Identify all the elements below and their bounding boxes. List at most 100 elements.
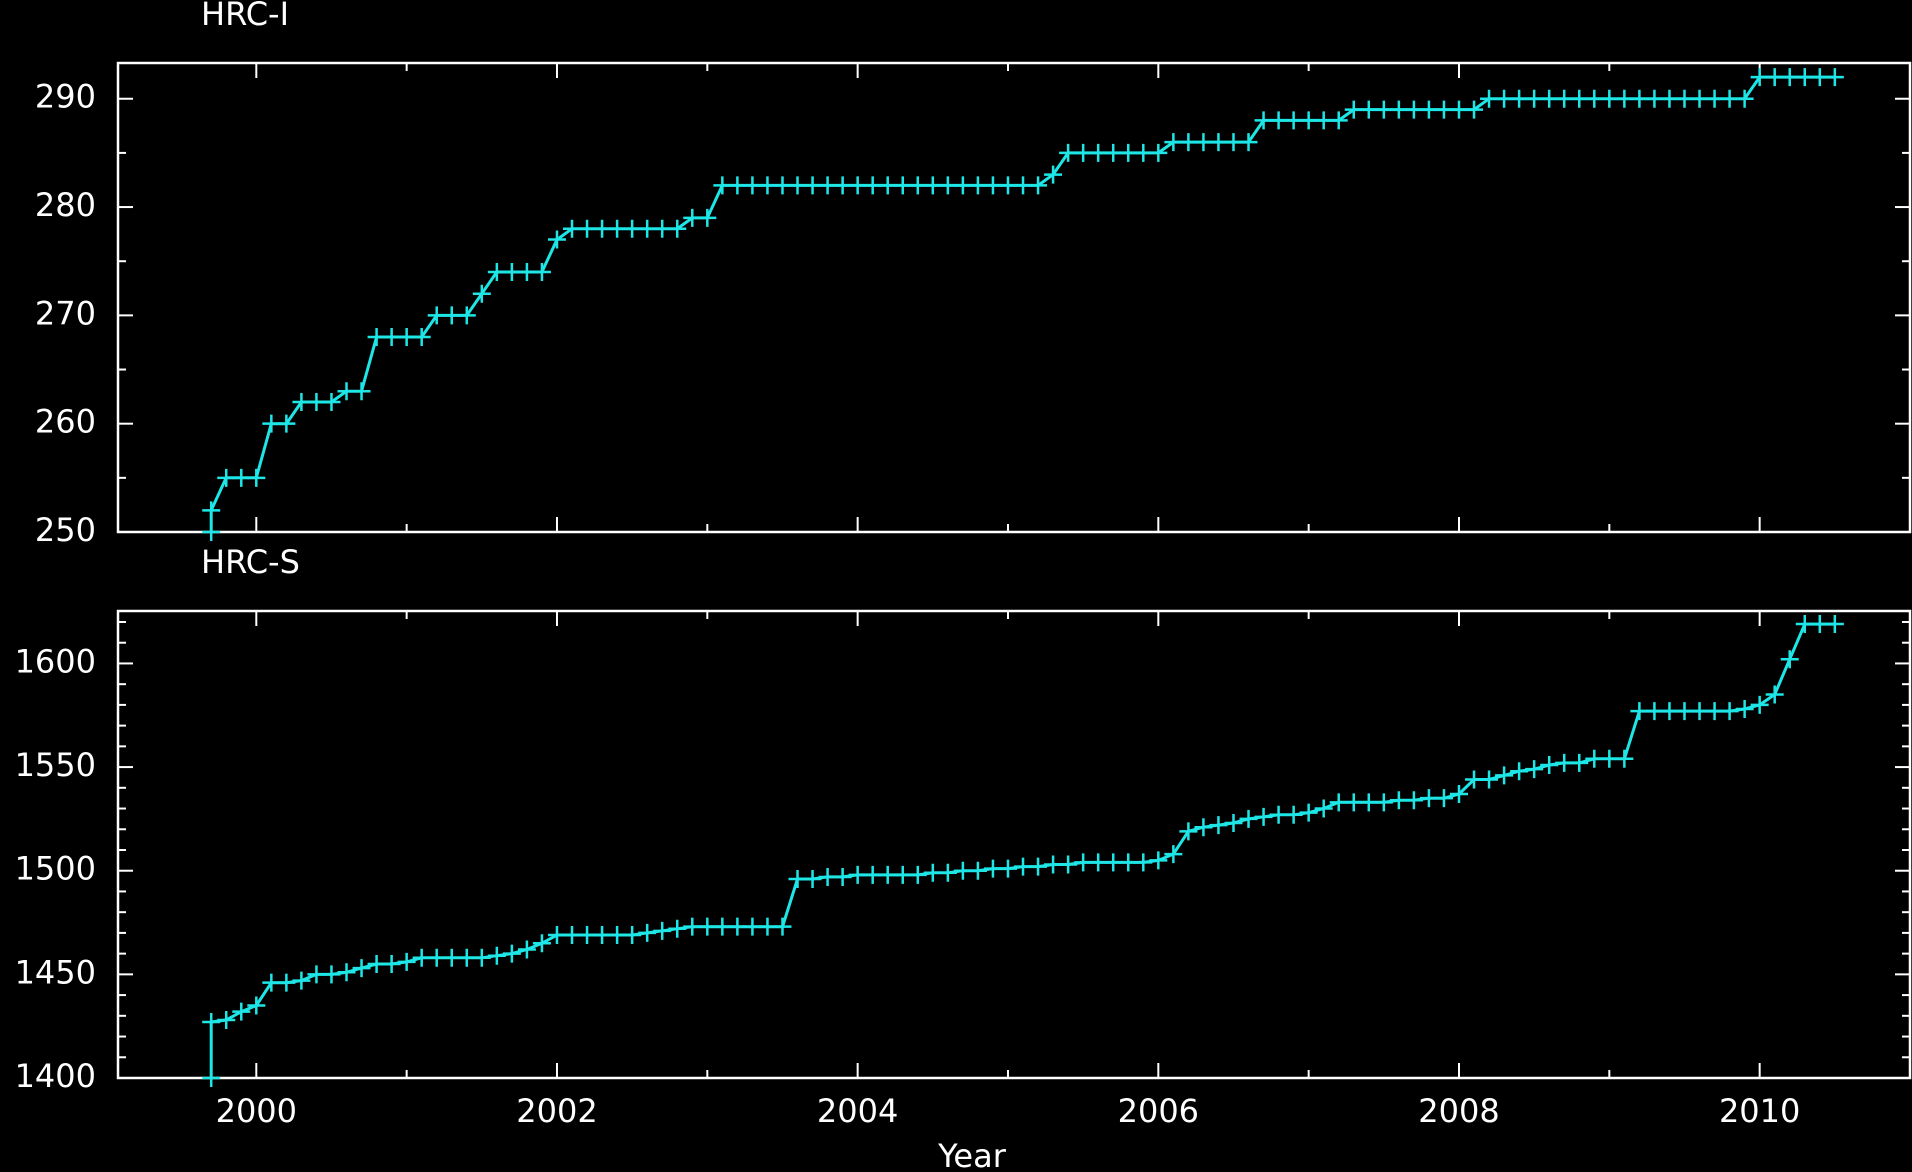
data-point bbox=[1329, 111, 1348, 130]
data-point bbox=[1660, 702, 1679, 721]
data-point bbox=[1600, 89, 1619, 108]
data-point bbox=[1299, 803, 1318, 822]
data-point bbox=[1825, 68, 1844, 87]
data-point bbox=[1465, 770, 1484, 789]
data-point bbox=[668, 919, 687, 938]
data-point bbox=[968, 861, 987, 880]
data-point bbox=[1449, 100, 1468, 119]
y-tick-label: 1400 bbox=[15, 1057, 96, 1095]
data-point bbox=[1735, 89, 1754, 108]
data-point bbox=[1059, 143, 1078, 162]
data-point bbox=[608, 219, 627, 238]
data-point bbox=[1810, 615, 1829, 634]
data-point bbox=[1149, 143, 1168, 162]
data-point bbox=[1705, 89, 1724, 108]
data-point bbox=[713, 917, 732, 936]
data-point bbox=[1449, 785, 1468, 804]
data-point bbox=[743, 917, 762, 936]
data-point bbox=[1750, 68, 1769, 87]
data-point bbox=[1134, 143, 1153, 162]
data-point bbox=[1089, 853, 1108, 872]
x-axis-label: Year bbox=[937, 1137, 1007, 1172]
data-point bbox=[1765, 685, 1784, 704]
data-point bbox=[397, 328, 416, 347]
data-point bbox=[427, 306, 446, 325]
data-point bbox=[998, 176, 1017, 195]
data-point bbox=[322, 965, 341, 984]
data-point bbox=[938, 863, 957, 882]
data-point bbox=[1119, 853, 1138, 872]
data-point bbox=[1660, 89, 1679, 108]
data-point bbox=[863, 865, 882, 884]
data-point bbox=[1014, 176, 1033, 195]
panel-title: HRC-S bbox=[201, 543, 300, 581]
data-point bbox=[1480, 89, 1499, 108]
data-point bbox=[532, 934, 551, 953]
data-point bbox=[938, 176, 957, 195]
data-point bbox=[262, 414, 281, 433]
x-tick-label: 2008 bbox=[1418, 1092, 1499, 1130]
data-point bbox=[983, 859, 1002, 878]
data-point bbox=[472, 284, 491, 303]
data-point bbox=[1585, 89, 1604, 108]
data-point bbox=[983, 176, 1002, 195]
data-point bbox=[337, 963, 356, 982]
data-point bbox=[578, 219, 597, 238]
data-point bbox=[1690, 89, 1709, 108]
y-tick-label: 260 bbox=[35, 403, 96, 441]
data-point bbox=[457, 306, 476, 325]
data-point bbox=[563, 925, 582, 944]
data-point bbox=[1419, 100, 1438, 119]
data-point bbox=[953, 861, 972, 880]
data-point bbox=[1239, 133, 1258, 152]
data-point bbox=[1284, 111, 1303, 130]
data-point bbox=[232, 468, 251, 487]
data-point bbox=[638, 219, 657, 238]
data-point bbox=[322, 393, 341, 412]
data-point bbox=[863, 176, 882, 195]
data-point bbox=[1705, 702, 1724, 721]
data-point bbox=[1645, 702, 1664, 721]
series-line bbox=[209, 75, 1835, 532]
data-point bbox=[1224, 133, 1243, 152]
data-point bbox=[848, 865, 867, 884]
data-point bbox=[893, 865, 912, 884]
data-point bbox=[337, 382, 356, 401]
data-point bbox=[578, 925, 597, 944]
data-point bbox=[292, 971, 311, 990]
data-point bbox=[1525, 89, 1544, 108]
data-point bbox=[1570, 753, 1589, 772]
data-point bbox=[1374, 793, 1393, 812]
data-point bbox=[1675, 89, 1694, 108]
y-tick-label: 1600 bbox=[15, 642, 96, 680]
data-point bbox=[668, 219, 687, 238]
data-point bbox=[1555, 89, 1574, 108]
data-point bbox=[1104, 143, 1123, 162]
data-point bbox=[1329, 793, 1348, 812]
data-point bbox=[1419, 789, 1438, 808]
data-point bbox=[908, 865, 927, 884]
data-point bbox=[788, 870, 807, 889]
panel-title: HRC-I bbox=[201, 0, 289, 33]
data-point bbox=[893, 176, 912, 195]
x-tick-label: 2004 bbox=[817, 1092, 898, 1130]
data-point bbox=[1284, 805, 1303, 824]
data-point bbox=[1735, 700, 1754, 719]
data-point bbox=[653, 921, 672, 940]
data-point bbox=[1510, 762, 1529, 781]
data-point bbox=[1389, 791, 1408, 810]
data-point bbox=[1434, 100, 1453, 119]
data-point bbox=[593, 219, 612, 238]
data-point bbox=[532, 263, 551, 282]
data-point bbox=[788, 176, 807, 195]
data-point bbox=[1029, 176, 1048, 195]
data-point bbox=[1134, 853, 1153, 872]
data-point bbox=[1254, 111, 1273, 130]
data-point bbox=[1389, 100, 1408, 119]
data-point bbox=[367, 954, 386, 973]
data-point bbox=[683, 917, 702, 936]
data-point bbox=[1269, 805, 1288, 824]
y-tick-label: 250 bbox=[35, 511, 96, 549]
data-point bbox=[758, 176, 777, 195]
data-point bbox=[1510, 89, 1529, 108]
